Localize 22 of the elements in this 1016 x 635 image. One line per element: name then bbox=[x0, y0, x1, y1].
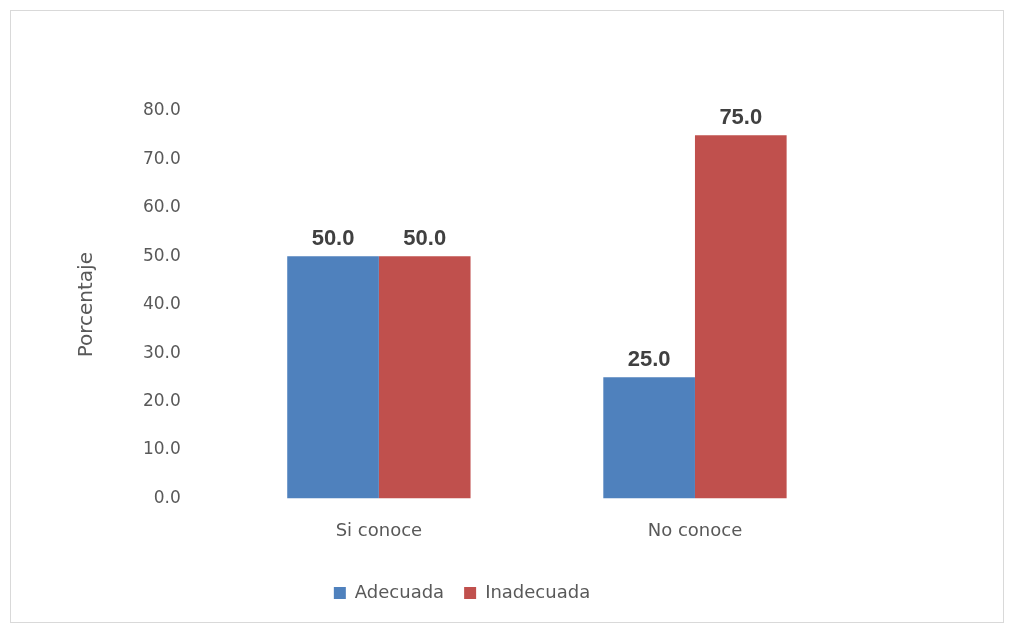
y-tick-label: 30.0 bbox=[142, 341, 181, 362]
y-tick-label: 80.0 bbox=[142, 99, 181, 120]
data-label: 25.0 bbox=[627, 346, 671, 372]
data-label: 75.0 bbox=[719, 104, 763, 130]
x-tick-label: No conoce bbox=[647, 518, 743, 540]
data-label: 50.0 bbox=[311, 225, 355, 251]
y-tick-label: 20.0 bbox=[142, 389, 181, 410]
y-tick-label: 50.0 bbox=[142, 244, 181, 265]
y-tick-label: 40.0 bbox=[142, 293, 181, 314]
y-tick-label: 70.0 bbox=[142, 147, 181, 168]
data-label: 50.0 bbox=[403, 225, 447, 251]
legend-label: Adecuada bbox=[354, 580, 445, 602]
x-tick-label: Si conoce bbox=[335, 518, 423, 540]
y-tick-label: 10.0 bbox=[142, 438, 181, 459]
bar bbox=[378, 256, 471, 499]
bar bbox=[603, 377, 695, 499]
y-tick-label: 60.0 bbox=[142, 196, 181, 217]
legend-label: Inadecuada bbox=[485, 580, 591, 602]
bar bbox=[287, 256, 379, 499]
bar bbox=[694, 135, 787, 499]
y-axis-title: Porcentaje bbox=[73, 252, 98, 358]
y-tick-label: 0.0 bbox=[153, 486, 181, 507]
